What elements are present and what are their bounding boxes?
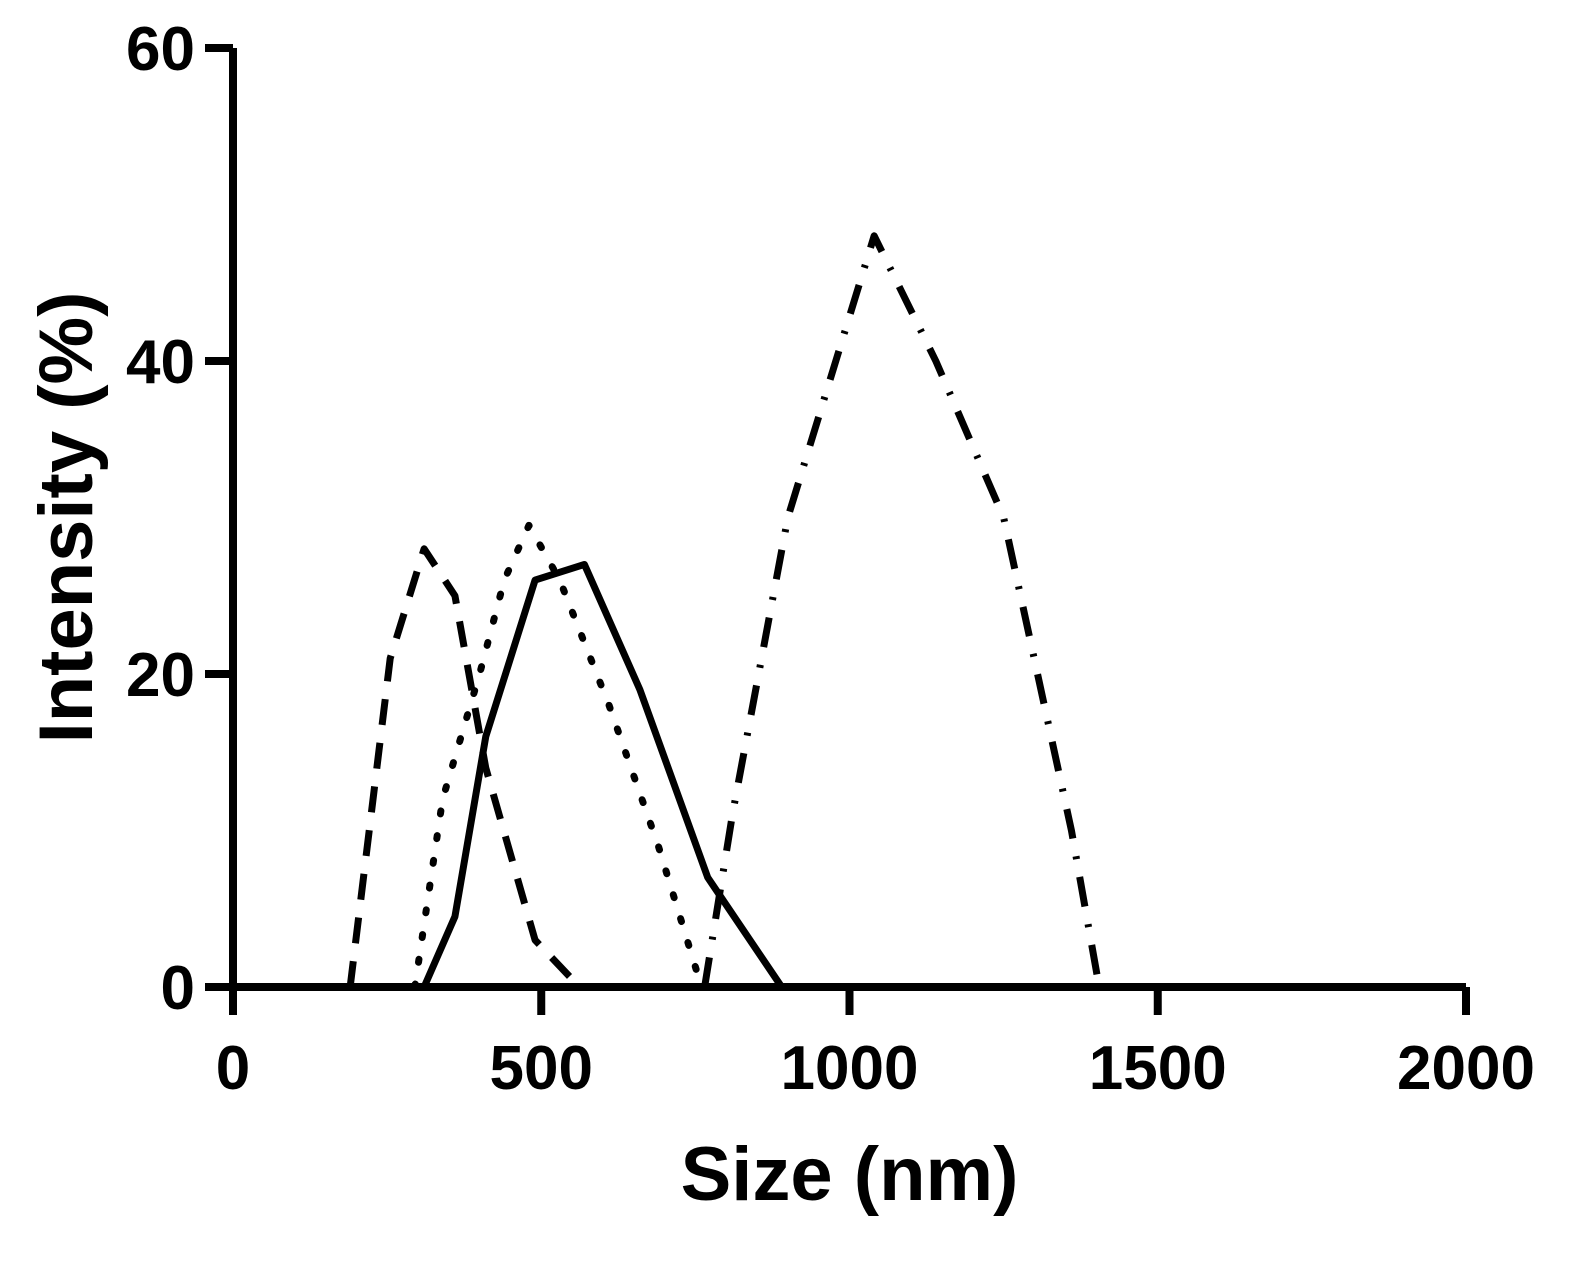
y-tick-label: 20 (126, 641, 195, 710)
series-line-solid (420, 560, 785, 989)
series-layer (346, 232, 1103, 991)
x-axis-title: Size (nm) (681, 1132, 1019, 1217)
x-tick-label: 2000 (1397, 1034, 1535, 1103)
x-tick-label: 0 (216, 1034, 250, 1103)
x-tick-label: 1000 (781, 1034, 919, 1103)
y-tick-label: 40 (126, 328, 195, 397)
series-line-dash-dot (701, 232, 1103, 988)
series-line-dashed (346, 545, 575, 988)
y-axis-title: Intensity (%) (24, 292, 109, 744)
series-line-dotted (411, 521, 706, 991)
y-tick-label: 0 (161, 954, 195, 1023)
y-tick-label: 60 (126, 15, 195, 84)
tick-layer: 0 500 1000 1500 2000 0 20 40 60 (126, 15, 1535, 1103)
x-tick-label: 1500 (1089, 1034, 1227, 1103)
x-tick-label: 500 (490, 1034, 593, 1103)
